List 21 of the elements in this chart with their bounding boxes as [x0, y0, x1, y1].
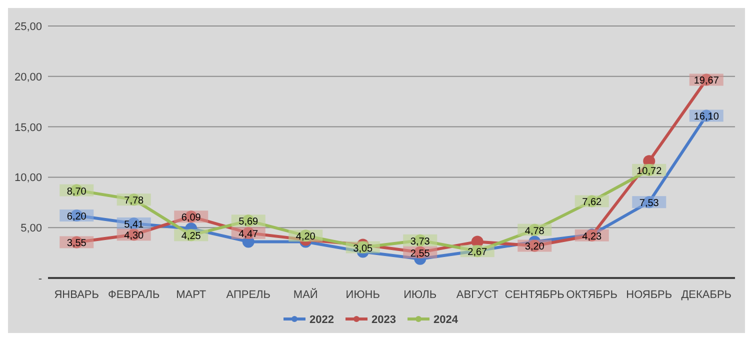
legend-label: 2024	[434, 314, 459, 326]
y-tick-label: 25,00	[14, 21, 42, 33]
y-tick-label: 10,00	[14, 172, 42, 184]
x-tick-label: ЯНВАРЬ	[54, 289, 100, 301]
x-tick-label: ФЕВРАЛЬ	[108, 289, 160, 301]
y-tick-label: 20,00	[14, 71, 42, 84]
x-tick-label: МАРТ	[176, 289, 206, 301]
x-tick-label: ДЕКАБРЬ	[681, 289, 732, 301]
y-tick-label: 5,00	[20, 222, 42, 235]
x-tick-label: ИЮНЬ	[346, 289, 380, 301]
legend-label: 2022	[310, 314, 334, 326]
y-tick-label: -	[38, 273, 42, 285]
legend-label: 2023	[372, 314, 396, 326]
x-tick-label: АВГУСТ	[456, 289, 499, 301]
x-tick-label: АПРЕЛЬ	[226, 289, 270, 301]
x-tick-label: ОКТЯБРЬ	[566, 289, 618, 301]
x-tick-label: НОЯБРЬ	[626, 289, 672, 301]
x-tick-label: МАЙ	[293, 288, 318, 301]
x-tick-label: СЕНТЯБРЬ	[504, 289, 564, 301]
x-tick-label: ИЮЛЬ	[404, 289, 437, 301]
y-tick-label: 15,00	[14, 122, 42, 134]
